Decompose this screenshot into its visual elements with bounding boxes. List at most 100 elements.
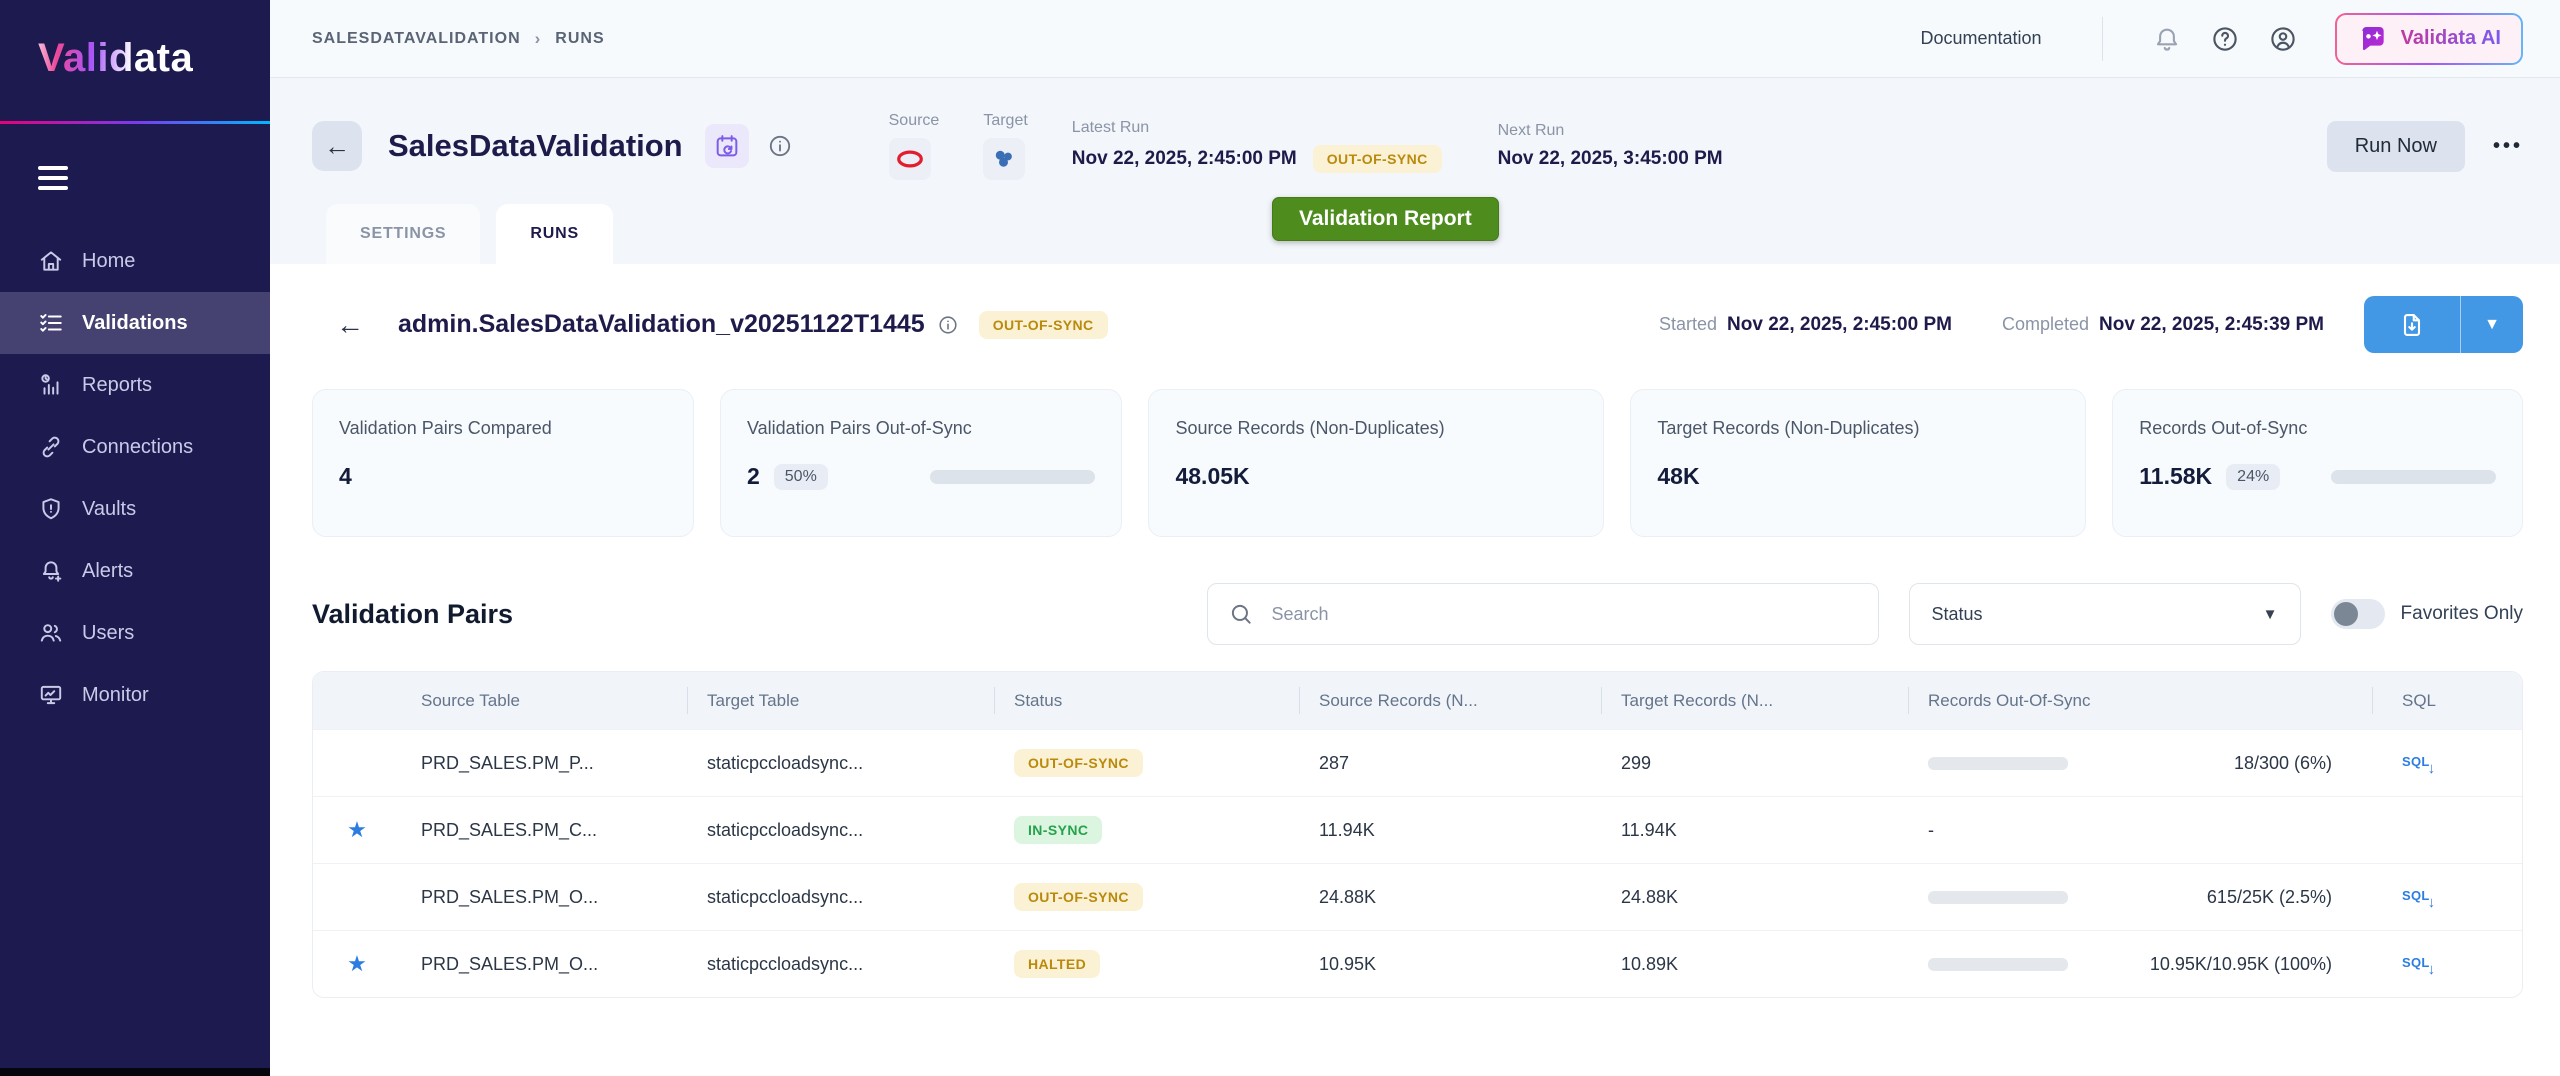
sidebar-item-monitor[interactable]: Monitor: [0, 664, 270, 726]
sql-download-icon[interactable]: SQL ↓: [2402, 954, 2436, 978]
status-cell: OUT-OF-SYNC: [994, 883, 1299, 911]
sidebar: Validata Home Validations Reports Connec…: [0, 0, 270, 1076]
sql-download-icon[interactable]: SQL ↓: [2402, 887, 2436, 911]
status-filter-dropdown[interactable]: Status ▼: [1908, 583, 2301, 645]
validata-ai-button[interactable]: Validata AI: [2334, 12, 2523, 65]
column-header[interactable]: Target Records (N...: [1601, 672, 1908, 729]
sidebar-item-reports[interactable]: Reports: [0, 354, 270, 416]
star-icon[interactable]: ★: [347, 817, 367, 842]
stat-card: Validation Pairs Compared 4: [312, 389, 694, 537]
validation-pairs-table: Source Table Target Table Status Source …: [312, 671, 2523, 998]
status-badge: OUT-OF-SYNC: [1014, 749, 1143, 777]
sql-cell: SQL ↓: [2372, 951, 2522, 978]
sidebar-nav: Home Validations Reports Connections Vau…: [0, 230, 270, 726]
sidebar-item-label: Vaults: [82, 497, 137, 520]
latest-run-block: Latest Run Nov 22, 2025, 2:45:00 PM OUT-…: [1072, 119, 1442, 173]
breadcrumb-item[interactable]: RUNS: [555, 29, 605, 47]
target-records-cell: 10.89K: [1621, 953, 1679, 974]
section-title: Validation Pairs: [312, 598, 514, 629]
stat-label: Target Records (Non-Duplicates): [1657, 418, 1920, 438]
hamburger-menu-icon[interactable]: [38, 166, 68, 190]
back-button[interactable]: ←: [312, 121, 362, 171]
target-records-cell: 11.94K: [1621, 819, 1677, 840]
target-table-cell: staticpccloadsync...: [707, 886, 864, 907]
tab-settings[interactable]: SETTINGS: [326, 204, 481, 264]
out-of-sync-progress-bar: [1928, 756, 2068, 770]
validations-icon: [38, 310, 64, 336]
source-records-cell: 11.94K: [1319, 819, 1375, 840]
breadcrumb-item[interactable]: SALESDATAVALIDATION: [312, 29, 521, 47]
tab-runs[interactable]: RUNS: [496, 204, 613, 264]
favorite-cell[interactable]: ★: [313, 951, 401, 977]
records-out-of-sync-cell: 615/25K (2.5%): [1908, 887, 2372, 908]
breadcrumb: SALESDATAVALIDATION › RUNS: [312, 29, 605, 49]
column-header[interactable]: SQL: [2372, 672, 2522, 729]
latest-run-label: Latest Run: [1071, 119, 1150, 136]
schedule-sync-icon[interactable]: [704, 124, 749, 168]
notifications-bell-icon[interactable]: [2147, 19, 2187, 59]
favorite-cell[interactable]: ★: [313, 817, 401, 843]
target-db-icon[interactable]: [983, 138, 1026, 180]
sidebar-item-vaults[interactable]: Vaults: [0, 478, 270, 540]
source-db-icon[interactable]: [888, 138, 931, 180]
column-header[interactable]: Target Table: [687, 672, 994, 729]
star-icon[interactable]: ★: [347, 951, 367, 976]
help-icon[interactable]: [2205, 19, 2245, 59]
sql-download-icon[interactable]: SQL ↓: [2402, 753, 2436, 777]
run-now-button[interactable]: Run Now: [2326, 120, 2465, 172]
validation-report-annotation[interactable]: Validation Report: [1272, 197, 1499, 241]
stat-label: Records Out-of-Sync: [2139, 418, 2308, 438]
info-icon[interactable]: [767, 133, 793, 159]
column-header[interactable]: Records Out-Of-Sync: [1908, 672, 2372, 729]
sidebar-item-users[interactable]: Users: [0, 602, 270, 664]
column-header[interactable]: Source Table: [421, 690, 520, 710]
stat-value: 11.58K: [2139, 463, 2213, 489]
more-options-icon[interactable]: •••: [2492, 134, 2523, 157]
target-table-cell: staticpccloadsync...: [707, 752, 864, 773]
vertical-divider: [2101, 16, 2103, 61]
download-options-caret-icon[interactable]: ▼: [2484, 315, 2500, 333]
run-back-arrow[interactable]: ←: [336, 308, 364, 340]
sql-cell: SQL ↓: [2372, 884, 2522, 911]
table-row[interactable]: PRD_SALES.PM_P... staticpccloadsync... O…: [313, 729, 2522, 796]
run-name: admin.SalesDataValidation_v20251122T1445: [398, 310, 925, 338]
run-info-icon[interactable]: [937, 314, 959, 336]
table-row[interactable]: ★ PRD_SALES.PM_C... staticpccloadsync...…: [313, 796, 2522, 863]
account-icon[interactable]: [2263, 19, 2303, 59]
out-of-sync-progress-bar: [1928, 957, 2068, 971]
status-cell: IN-SYNC: [994, 816, 1299, 844]
vaults-icon: [38, 496, 64, 522]
table-row[interactable]: ★ PRD_SALES.PM_O... staticpccloadsync...…: [313, 930, 2522, 997]
out-of-sync-text: 615/25K (2.5%): [2206, 886, 2332, 907]
table-header-row: Source Table Target Table Status Source …: [313, 672, 2522, 729]
sidebar-item-label: Monitor: [82, 683, 149, 706]
sidebar-item-connections[interactable]: Connections: [0, 416, 270, 478]
favorites-only-toggle[interactable]: [2330, 599, 2385, 629]
file-download-icon[interactable]: [2364, 296, 2460, 353]
table-row[interactable]: PRD_SALES.PM_O... staticpccloadsync... O…: [313, 863, 2522, 930]
completed-value: Nov 22, 2025, 2:45:39 PM: [2099, 313, 2324, 335]
search-input[interactable]: [1271, 603, 1858, 625]
stat-label: Validation Pairs Compared: [339, 418, 552, 438]
gradient-divider: [0, 121, 270, 124]
stat-card: Validation Pairs Out-of-Sync 2 50%: [719, 389, 1123, 537]
download-report-split-button[interactable]: ▼: [2364, 296, 2523, 353]
sidebar-item-home[interactable]: Home: [0, 230, 270, 292]
records-out-of-sync-cell: 18/300 (6%): [1908, 753, 2372, 774]
documentation-link[interactable]: Documentation: [1920, 28, 2042, 48]
source-records-cell: 24.88K: [1319, 886, 1377, 907]
source-block: Source: [888, 112, 939, 180]
brand-logo: Validata: [0, 0, 230, 81]
status-cell: HALTED: [994, 950, 1299, 978]
column-header[interactable]: Status: [994, 672, 1299, 729]
sidebar-item-validations[interactable]: Validations: [0, 292, 270, 354]
stat-value: 4: [339, 463, 352, 489]
column-header[interactable]: Source Records (N...: [1299, 672, 1601, 729]
sidebar-item-label: Users: [82, 621, 135, 644]
search-box[interactable]: [1206, 583, 1879, 645]
next-run-block: Next Run Nov 22, 2025, 3:45:00 PM: [1498, 122, 1723, 170]
stat-progress-bar: [2331, 469, 2496, 484]
sidebar-item-alerts[interactable]: Alerts: [0, 540, 270, 602]
source-records-cell: 10.95K: [1319, 953, 1377, 974]
